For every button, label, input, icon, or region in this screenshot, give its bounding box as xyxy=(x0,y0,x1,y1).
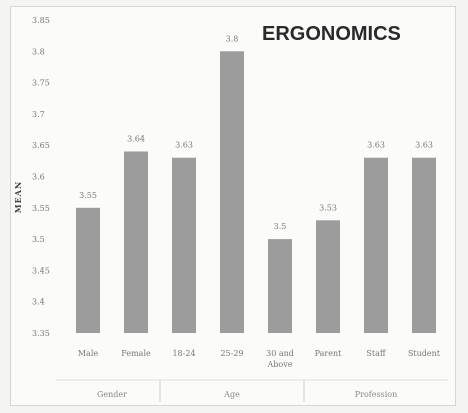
group-label: Age xyxy=(223,390,240,399)
chart-title: ERGONOMICS xyxy=(262,23,401,45)
category-label: 18-24 xyxy=(172,349,195,358)
data-labels: 3.55 3.64 3.63 3.8 3.5 3.53 3.63 3.63 xyxy=(79,34,433,231)
category-label: 30 and Above xyxy=(266,349,294,369)
y-tick-label: 3.85 xyxy=(32,16,50,25)
data-label: 3.5 xyxy=(274,222,287,231)
category-label: Staff xyxy=(366,349,386,358)
data-label: 3.55 xyxy=(79,191,97,200)
bar xyxy=(268,239,292,333)
bar xyxy=(124,151,148,333)
bar xyxy=(412,157,436,333)
data-label: 3.64 xyxy=(127,134,145,143)
bar xyxy=(76,207,100,333)
y-tick-label: 3.7 xyxy=(32,110,45,119)
data-label: 3.63 xyxy=(367,141,385,150)
bar xyxy=(316,220,340,333)
y-tick-label: 3.75 xyxy=(32,79,50,88)
data-label: 3.63 xyxy=(175,141,193,150)
bar xyxy=(220,51,244,334)
y-tick-label: 3.5 xyxy=(32,235,45,244)
y-tick-label: 3.4 xyxy=(32,298,45,307)
data-label: 3.53 xyxy=(319,203,337,212)
category-labels: Male Female 18-24 25-29 30 and Above Parent Sta… xyxy=(78,349,441,369)
group-labels: Gender Age Profession xyxy=(56,379,448,402)
group-label: Profession xyxy=(355,390,397,399)
y-tick-label: 3.6 xyxy=(32,173,45,182)
y-tick-label: 3.55 xyxy=(32,204,50,213)
category-label: Student xyxy=(408,349,441,358)
y-tick-label: 3.35 xyxy=(32,329,50,338)
bar xyxy=(172,157,196,333)
bars xyxy=(76,51,436,334)
category-label: Male xyxy=(78,349,99,358)
category-label: Parent xyxy=(315,349,343,358)
y-axis-label: MEAN xyxy=(13,181,23,213)
data-label: 3.63 xyxy=(415,141,433,150)
category-label: 25-29 xyxy=(220,349,243,358)
y-tick-label: 3.45 xyxy=(32,266,50,275)
y-tick-label: 3.8 xyxy=(32,47,45,56)
data-label: 3.8 xyxy=(226,34,239,43)
group-label: Gender xyxy=(97,390,127,399)
category-label: Female xyxy=(121,349,151,358)
y-tick-label: 3.65 xyxy=(32,141,50,150)
y-axis-ticks: 3.35 3.4 3.45 3.5 3.55 3.6 3.65 3.7 3.75 3.8 3.85 xyxy=(32,16,50,338)
bar xyxy=(364,157,388,333)
